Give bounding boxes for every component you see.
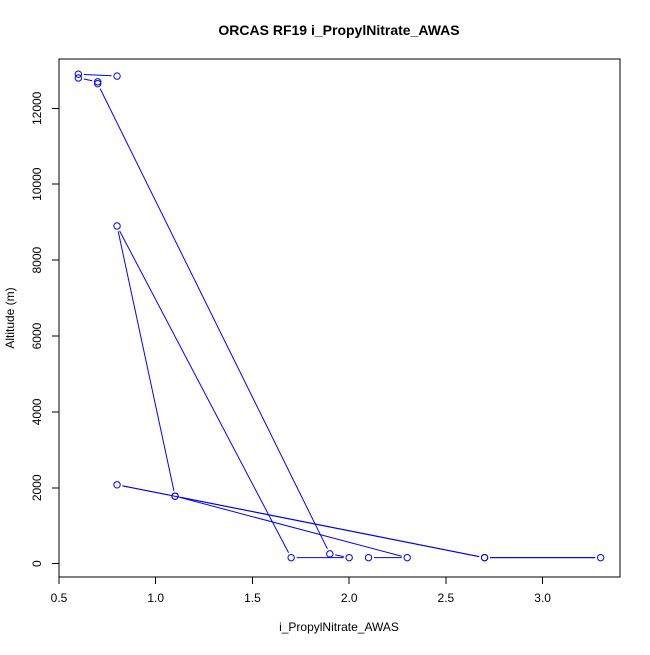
- y-tick-label: 6000: [30, 322, 44, 349]
- series-line-segment: [99, 88, 328, 550]
- x-tick-label: 1.0: [147, 591, 164, 605]
- series-line-segment: [335, 554, 344, 558]
- y-tick-label: 12000: [30, 91, 44, 125]
- y-tick-label: 0: [30, 560, 44, 567]
- data-point: [93, 79, 102, 88]
- series-line-segment: [180, 496, 480, 558]
- data-point: [345, 553, 353, 562]
- data-point: [113, 222, 121, 230]
- series-line-segment: [83, 73, 112, 77]
- y-axis: 0 2000 4000 6000 8000 10000 12000: [30, 91, 60, 567]
- data-point: [74, 74, 83, 82]
- y-tick-label: 8000: [30, 246, 44, 273]
- series-line-segment: [117, 231, 175, 491]
- series-line-segment: [180, 497, 403, 557]
- y-axis-label: Altitude (m): [3, 287, 17, 348]
- data-point: [596, 553, 605, 562]
- data-point: [93, 78, 102, 86]
- x-axis: 0.5 1.0 1.5 2.0 2.5 3.0: [51, 576, 551, 605]
- data-point: [113, 72, 121, 80]
- plot-frame: [58, 58, 621, 578]
- series-line-segment: [83, 78, 93, 82]
- data-point: [326, 550, 334, 558]
- y-tick-label: 2000: [30, 474, 44, 501]
- x-tick-label: 2.0: [341, 591, 358, 605]
- x-tick-label: 0.5: [51, 591, 68, 605]
- data-point: [364, 553, 373, 562]
- series-line-segment: [119, 230, 290, 554]
- x-tick-label: 1.5: [244, 591, 261, 605]
- y-tick-label: 10000: [30, 167, 44, 201]
- y-tick-label: 4000: [30, 398, 44, 425]
- x-tick-label: 2.5: [438, 591, 455, 605]
- data-point: [480, 553, 489, 562]
- data-point: [113, 481, 121, 489]
- data-point: [287, 553, 295, 562]
- series-layer: [74, 70, 605, 562]
- x-axis-label: i_PropylNitrate_AWAS: [279, 620, 399, 634]
- data-point: [171, 492, 179, 500]
- data-point: [74, 70, 83, 78]
- x-tick-label: 3.0: [534, 591, 551, 605]
- chart-title: ORCAS RF19 i_PropylNitrate_AWAS: [218, 22, 459, 38]
- data-point: [403, 553, 411, 562]
